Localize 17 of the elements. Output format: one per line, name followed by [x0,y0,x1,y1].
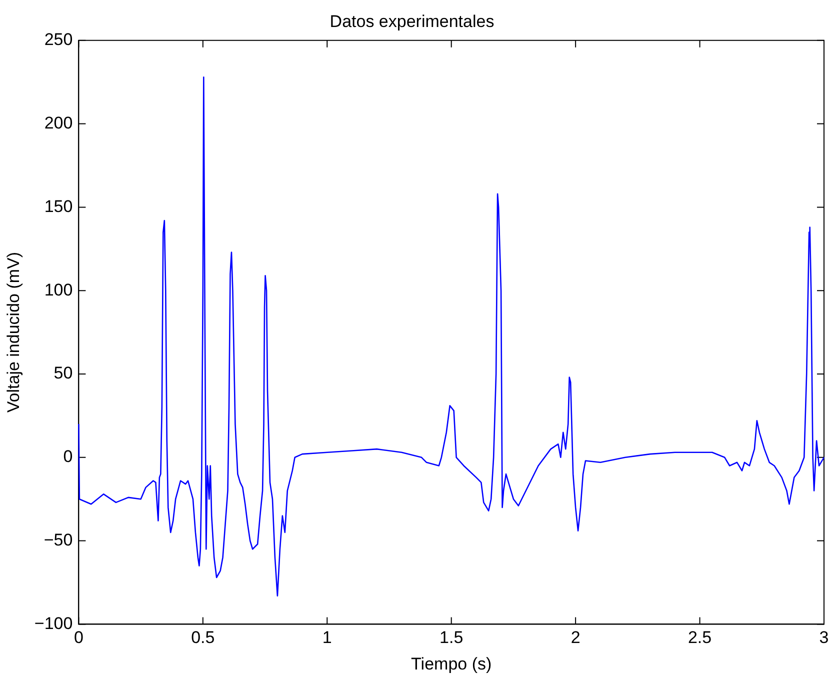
x-tick-label: 2 [570,628,580,648]
y-tick-label: 250 [44,30,73,50]
x-tick-label: 1.5 [440,628,464,648]
y-tick-label: −100 [34,614,73,633]
chart-title: Datos experimentales [330,12,494,31]
y-tick-label: 50 [54,364,73,383]
x-tick-label: 2.5 [688,628,712,648]
x-tick-label: 3 [819,628,829,648]
x-tick-label: 1 [322,628,332,648]
y-axis-title: Voltaje inducido (mV) [4,252,23,413]
y-tick-label: 150 [44,196,73,216]
x-tick-label: 0.5 [191,628,215,648]
y-tick-label: 100 [44,280,73,300]
y-tick-label: −50 [44,530,73,550]
y-tick-label: 200 [44,113,73,132]
y-tick-label: 0 [63,447,73,466]
x-axis-title: Tiempo (s) [411,654,492,674]
